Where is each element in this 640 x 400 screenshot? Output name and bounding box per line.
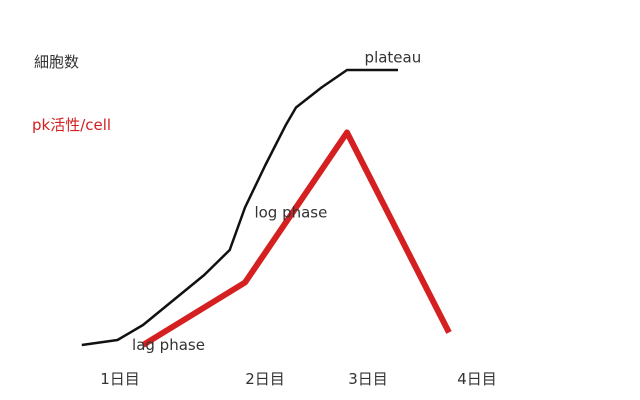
series-line-1 xyxy=(141,129,452,348)
x-tick-label: 4日目 xyxy=(457,370,497,388)
annotation-label: lag phase xyxy=(132,336,205,354)
annotation-layer: lag phase log phase plateau xyxy=(132,49,421,355)
series-line-0 xyxy=(81,68,398,347)
label-layer: 細胞数 pk活性/cell xyxy=(32,53,111,134)
x-tick-label: 2日目 xyxy=(245,370,285,388)
series-label-cell-count: 細胞数 xyxy=(34,53,79,71)
x-axis-ticks: 1日目 2日目 3日目 4日目 xyxy=(100,370,497,388)
annotation-label: log phase xyxy=(254,204,327,222)
series-label-pk-activity: pk活性/cell xyxy=(32,116,111,134)
x-tick-label: 1日目 xyxy=(100,370,140,388)
x-tick-label: 3日目 xyxy=(348,370,388,388)
series-layer xyxy=(81,68,452,348)
annotation-label: plateau xyxy=(365,49,422,67)
